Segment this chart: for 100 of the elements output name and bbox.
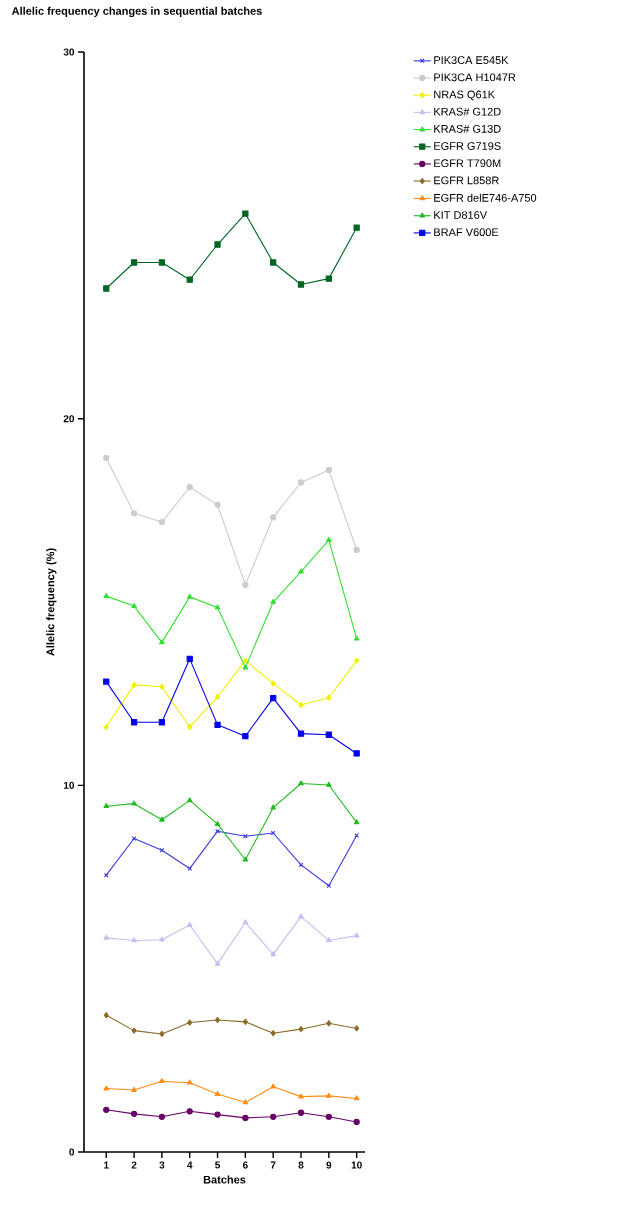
point bbox=[131, 1086, 137, 1092]
point bbox=[215, 693, 221, 701]
point bbox=[270, 1113, 277, 1120]
point bbox=[242, 1114, 249, 1122]
legend-label: PIK3CA H1047R bbox=[434, 73, 516, 82]
point bbox=[270, 830, 276, 836]
point bbox=[131, 937, 137, 943]
point bbox=[103, 454, 110, 462]
point bbox=[214, 604, 221, 610]
point bbox=[270, 259, 277, 266]
point bbox=[159, 847, 165, 853]
point bbox=[159, 816, 165, 822]
legend-label: EGFR G719S bbox=[434, 142, 501, 150]
point bbox=[214, 241, 221, 248]
point bbox=[186, 797, 193, 803]
point bbox=[353, 750, 360, 757]
point bbox=[103, 285, 110, 292]
point bbox=[298, 913, 304, 919]
point bbox=[298, 1093, 304, 1099]
point bbox=[186, 1108, 193, 1115]
point bbox=[354, 657, 360, 664]
legend-label: NRAS Q61K bbox=[434, 90, 495, 101]
point bbox=[270, 804, 276, 810]
point bbox=[242, 1099, 249, 1105]
x-tick-label: 2 bbox=[131, 1161, 137, 1169]
point bbox=[215, 828, 220, 834]
point bbox=[326, 694, 332, 701]
chart-title: Allelic frequency changes in sequential batches bbox=[11, 6, 262, 18]
point bbox=[297, 479, 305, 486]
point bbox=[159, 639, 165, 645]
point bbox=[158, 719, 166, 726]
point bbox=[326, 937, 332, 943]
point bbox=[325, 466, 332, 474]
legend-label: EGFR delE746-A750 bbox=[434, 193, 537, 202]
point bbox=[159, 1030, 165, 1038]
point bbox=[214, 960, 221, 966]
point bbox=[326, 781, 332, 787]
x-tick-label: 6 bbox=[242, 1161, 248, 1169]
point bbox=[215, 1016, 221, 1024]
point bbox=[326, 883, 332, 889]
point bbox=[353, 224, 360, 231]
point bbox=[242, 657, 248, 664]
y-axis-title: Allelic frequency (%) bbox=[46, 548, 57, 656]
point bbox=[103, 723, 109, 731]
point bbox=[131, 602, 137, 608]
point bbox=[242, 733, 249, 740]
point bbox=[214, 1111, 221, 1118]
point bbox=[297, 1109, 305, 1116]
x-axis-title: Batches bbox=[203, 1175, 246, 1184]
point bbox=[103, 678, 110, 685]
point bbox=[298, 701, 304, 709]
point bbox=[103, 1085, 110, 1091]
point bbox=[270, 680, 276, 687]
point bbox=[242, 833, 248, 839]
legend-label: KRAS# G13D bbox=[434, 124, 501, 133]
point bbox=[354, 1025, 360, 1032]
point bbox=[131, 1027, 137, 1034]
point bbox=[214, 721, 221, 728]
point bbox=[353, 546, 360, 554]
y-tick-label: 30 bbox=[63, 48, 75, 56]
legend-label: KRAS# G12D bbox=[434, 107, 501, 116]
y-tick-label: 20 bbox=[63, 415, 75, 423]
point bbox=[158, 1113, 166, 1120]
point bbox=[159, 936, 165, 942]
x-tick-label: 5 bbox=[215, 1161, 221, 1169]
point bbox=[270, 694, 277, 702]
point bbox=[187, 866, 193, 871]
point bbox=[242, 664, 249, 670]
point bbox=[103, 934, 110, 940]
point bbox=[242, 856, 249, 862]
legend-label: EGFR L858R bbox=[434, 176, 499, 185]
point bbox=[186, 655, 193, 662]
point bbox=[242, 210, 249, 217]
point bbox=[270, 1030, 276, 1037]
point bbox=[131, 681, 137, 689]
point bbox=[103, 1012, 109, 1019]
point bbox=[353, 635, 360, 641]
point bbox=[270, 514, 277, 521]
point bbox=[325, 1113, 332, 1120]
point bbox=[325, 275, 332, 282]
point bbox=[186, 593, 193, 599]
point bbox=[297, 281, 305, 288]
legend-label: EGFR T790M bbox=[434, 159, 501, 168]
legend-label: KIT D816V bbox=[434, 211, 488, 219]
point bbox=[186, 484, 193, 491]
point bbox=[130, 1110, 138, 1118]
point bbox=[103, 1106, 110, 1113]
point bbox=[353, 1118, 360, 1126]
point bbox=[187, 1019, 193, 1026]
point bbox=[103, 592, 110, 598]
point bbox=[214, 501, 221, 508]
point bbox=[159, 683, 165, 690]
point bbox=[187, 723, 193, 731]
point bbox=[186, 276, 193, 283]
point bbox=[186, 1079, 193, 1085]
point bbox=[242, 919, 249, 925]
point bbox=[298, 780, 304, 786]
legend-label: PIK3CA E545K bbox=[434, 56, 509, 65]
point bbox=[270, 598, 276, 604]
point bbox=[270, 1083, 276, 1089]
